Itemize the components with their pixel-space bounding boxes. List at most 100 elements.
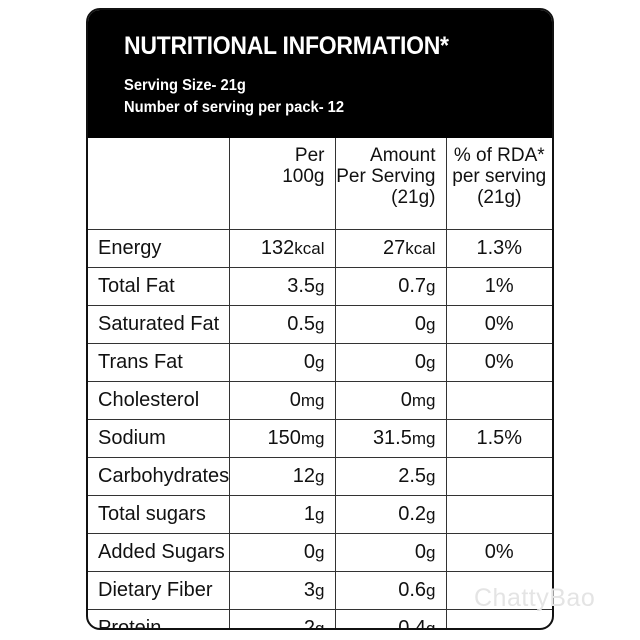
per-100g-cell: 0.5g xyxy=(228,305,336,344)
nutrient-name: Carbohydrates xyxy=(98,465,230,487)
rda-cell: 0% xyxy=(445,305,552,344)
nutrient-name: Sodium xyxy=(98,427,166,449)
per-serving-cell: 0.7g xyxy=(334,267,447,306)
per-100g-unit: g xyxy=(315,277,325,296)
nutrient-rows: Energy 132kcal 27kcal 1.3% Total Fat 3.5g 0.7g… xyxy=(88,229,552,630)
per-100g-value: 0 xyxy=(289,389,301,411)
nutrient-name-cell: Saturated Fat xyxy=(88,305,230,344)
table-row: Total sugars 1g 0.2g xyxy=(88,495,552,534)
table-header-row: Per 100g Amount Per Serving (21g) % of R… xyxy=(88,138,552,230)
watermark: ChattyBao xyxy=(474,584,596,612)
per-serving-cell: 0mg xyxy=(334,381,447,420)
nutrient-name: Total Fat xyxy=(98,275,175,297)
per-100g-value: 2 xyxy=(303,617,316,630)
rda-cell xyxy=(445,495,552,534)
per-100g-value: 132 xyxy=(260,237,295,259)
nutrition-table: Per 100g Amount Per Serving (21g) % of R… xyxy=(88,138,552,630)
nutrient-name-cell: Carbohydrates xyxy=(88,457,230,496)
header-text: (21g) xyxy=(391,187,436,208)
label-title: NUTRITIONAL INFORMATION* xyxy=(124,32,449,60)
header-text: Per xyxy=(294,145,325,166)
per-100g-cell: 0g xyxy=(228,343,336,382)
header-text: per serving xyxy=(452,166,547,187)
nutrient-column-header xyxy=(88,138,230,230)
label-header: NUTRITIONAL INFORMATION* Serving Size- 2… xyxy=(88,10,552,138)
rda-column-header: % of RDA* per serving (21g) xyxy=(445,138,552,230)
per-serving-value: 0 xyxy=(414,351,427,373)
table-row: Energy 132kcal 27kcal 1.3% xyxy=(88,229,552,268)
nutrient-name: Total sugars xyxy=(98,503,206,525)
table-row: Cholesterol 0mg 0mg xyxy=(88,381,552,420)
header-text: Per Serving xyxy=(336,166,436,187)
per-100g-unit: g xyxy=(315,619,325,630)
per-100g-unit: g xyxy=(315,353,325,372)
per-serving-unit: g xyxy=(426,581,436,600)
per-serving-cell: 31.5mg xyxy=(334,419,447,458)
nutrient-name: Added Sugars xyxy=(98,541,225,563)
rda-value: 0% xyxy=(484,313,514,335)
nutrient-name-cell: Energy xyxy=(88,229,230,268)
per-serving-unit: g xyxy=(426,543,436,562)
per-100g-cell: 3g xyxy=(228,571,336,610)
rda-cell xyxy=(445,609,552,628)
rda-value: 0% xyxy=(484,351,514,373)
nutrition-label: NUTRITIONAL INFORMATION* Serving Size- 2… xyxy=(86,8,554,630)
per-100g-value: 3.5 xyxy=(287,275,316,297)
per-100g-unit: g xyxy=(315,581,325,600)
per-100g-cell: 3.5g xyxy=(228,267,336,306)
per-serving-value: 0 xyxy=(414,541,427,563)
per-100g-value: 3 xyxy=(303,579,316,601)
nutrient-name-cell: Total sugars xyxy=(88,495,230,534)
nutrient-name: Dietary Fiber xyxy=(98,579,213,601)
per-100g-unit: g xyxy=(315,315,325,334)
serving-size: Serving Size- 21g xyxy=(124,77,246,94)
rda-cell: 0% xyxy=(445,343,552,382)
per-100g-cell: 0mg xyxy=(228,381,336,420)
per-serving-unit: g xyxy=(426,505,436,524)
per-serving-value: 0.7 xyxy=(398,275,427,297)
nutrient-name-cell: Sodium xyxy=(88,419,230,458)
nutrient-name-cell: Added Sugars xyxy=(88,533,230,572)
table-row: Sodium 150mg 31.5mg 1.5% xyxy=(88,419,552,458)
per-serving-value: 0.6 xyxy=(398,579,427,601)
per-serving-value: 31.5 xyxy=(372,427,412,449)
per-serving-unit: g xyxy=(426,277,436,296)
table-row: Trans Fat 0g 0g 0% xyxy=(88,343,552,382)
per-serving-cell: 0g xyxy=(334,305,447,344)
nutrient-name: Saturated Fat xyxy=(98,313,220,335)
per-serving-cell: 0.4g xyxy=(334,609,447,628)
per-100g-unit: kcal xyxy=(294,239,325,258)
per-100g-cell: 0g xyxy=(228,533,336,572)
servings-per-pack: Number of serving per pack- 12 xyxy=(124,99,345,116)
per-100g-cell: 1g xyxy=(228,495,336,534)
nutrient-name-cell: Trans Fat xyxy=(88,343,230,382)
header-text: 100g xyxy=(282,166,325,187)
nutrient-name: Protein xyxy=(98,617,162,630)
per-100g-unit: g xyxy=(315,467,325,486)
table-row: Protein 2g 0.4g xyxy=(88,609,552,630)
rda-cell xyxy=(445,457,552,496)
nutrient-name: Cholesterol xyxy=(98,389,200,411)
rda-value: 1% xyxy=(484,275,514,297)
nutrient-name: Energy xyxy=(98,237,162,259)
rda-cell xyxy=(445,381,552,420)
header-text: % of RDA* xyxy=(453,145,545,166)
header-text: Amount xyxy=(370,145,436,166)
rda-cell: 0% xyxy=(445,533,552,572)
per-serving-unit: g xyxy=(426,353,436,372)
per-serving-value: 0.2 xyxy=(398,503,427,525)
per-serving-unit: kcal xyxy=(405,239,436,258)
table-row: Saturated Fat 0.5g 0g 0% xyxy=(88,305,552,344)
rda-value: 1.3% xyxy=(476,237,523,259)
per-100g-unit: mg xyxy=(300,429,325,448)
per-serving-cell: 0.2g xyxy=(334,495,447,534)
rda-value: 1.5% xyxy=(476,427,523,449)
per-serving-column-header: Amount Per Serving (21g) xyxy=(334,138,447,230)
per-100g-value: 1 xyxy=(303,503,316,525)
per-100g-cell: 150mg xyxy=(228,419,336,458)
header-text: (21g) xyxy=(477,187,522,208)
table-row: Total Fat 3.5g 0.7g 1% xyxy=(88,267,552,306)
rda-cell xyxy=(445,571,552,610)
per-100g-column-header: Per 100g xyxy=(228,138,336,230)
per-100g-unit: g xyxy=(315,543,325,562)
